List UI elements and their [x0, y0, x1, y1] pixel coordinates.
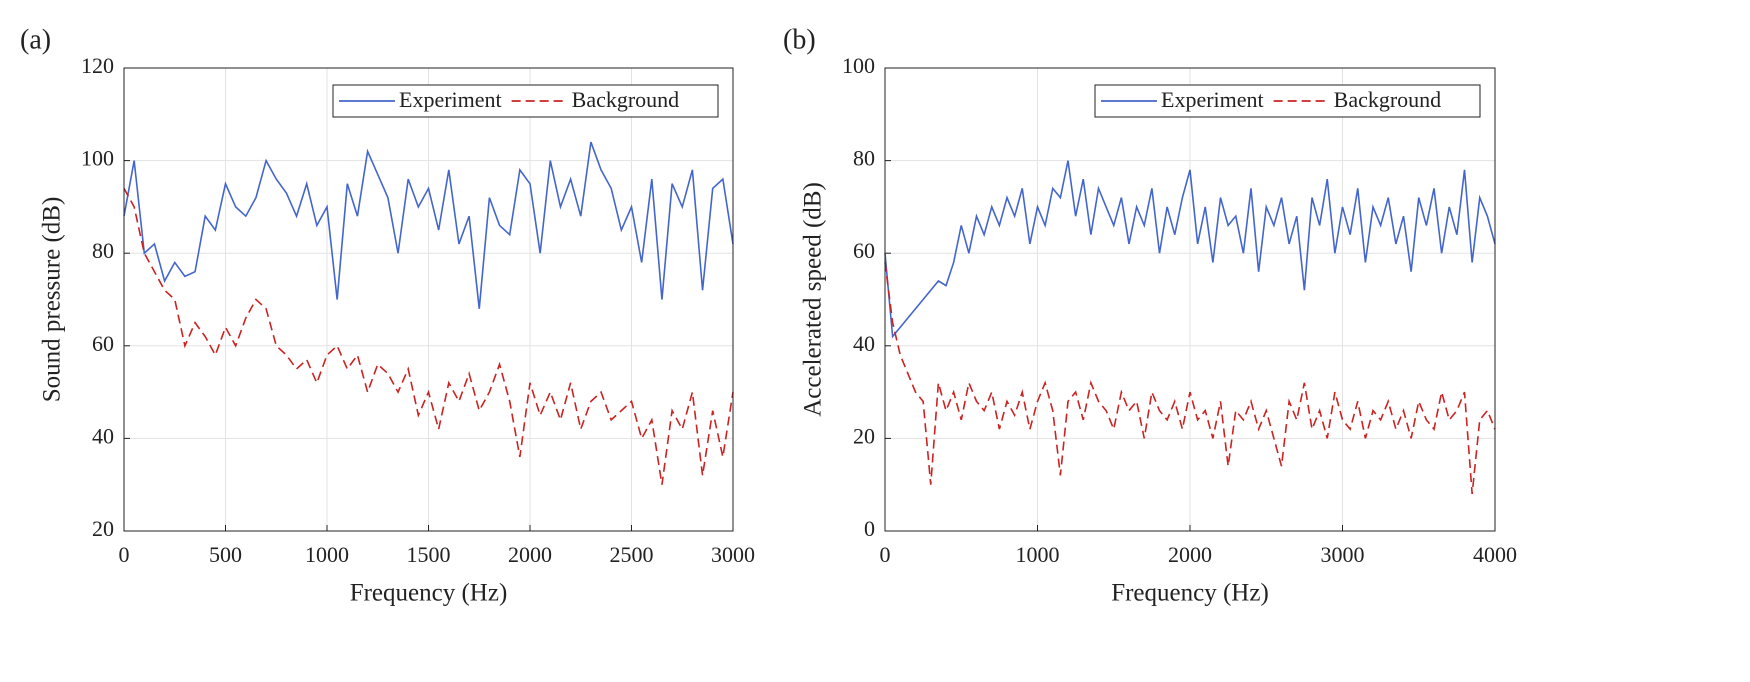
data-line [123, 141, 734, 309]
y-tick-label: 120 [81, 53, 114, 78]
plot-frame [884, 67, 1496, 532]
y-tick-label: 40 [92, 423, 114, 448]
y-tick-label: 40 [853, 331, 875, 356]
x-tick-label: 3000 [1321, 542, 1365, 567]
x-tick-label: 4000 [1473, 542, 1517, 567]
x-axis-label: Frequency (Hz) [350, 580, 508, 607]
x-tick-label: 0 [880, 542, 891, 567]
y-axis-label: Sound pressure (dB) [39, 197, 66, 403]
x-tick-label: 1000 [1016, 542, 1060, 567]
y-tick-label: 100 [842, 53, 875, 78]
panel-label: (b) [783, 24, 816, 55]
y-tick-label: 100 [81, 146, 114, 171]
legend-label: Experiment [399, 87, 502, 112]
y-tick-label: 20 [92, 516, 114, 541]
panel-label: (a) [20, 24, 51, 55]
legend-label: Experiment [1161, 87, 1264, 112]
y-tick-label: 20 [853, 423, 875, 448]
x-tick-label: 1500 [407, 542, 451, 567]
x-axis-label: Frequency (Hz) [1111, 580, 1269, 607]
x-tick-label: 2000 [508, 542, 552, 567]
y-tick-label: 80 [853, 146, 875, 171]
plot-frame [123, 67, 734, 532]
y-axis-label: Accelerated speed (dB) [800, 182, 827, 417]
x-tick-label: 2000 [1168, 542, 1212, 567]
x-tick-label: 2500 [610, 542, 654, 567]
legend-label: Background [1334, 87, 1442, 112]
x-tick-label: 1000 [305, 542, 349, 567]
legend-box [332, 84, 719, 118]
x-tick-label: 500 [209, 542, 242, 567]
data-line [884, 160, 1496, 339]
legend-box [1094, 84, 1481, 118]
data-line [123, 187, 734, 485]
y-tick-label: 60 [853, 238, 875, 263]
y-tick-label: 60 [92, 331, 114, 356]
legend-label: Background [572, 87, 680, 112]
y-tick-label: 80 [92, 238, 114, 263]
x-tick-label: 0 [119, 542, 130, 567]
x-tick-label: 3000 [711, 542, 755, 567]
y-tick-label: 0 [864, 516, 875, 541]
data-line [884, 262, 1496, 495]
